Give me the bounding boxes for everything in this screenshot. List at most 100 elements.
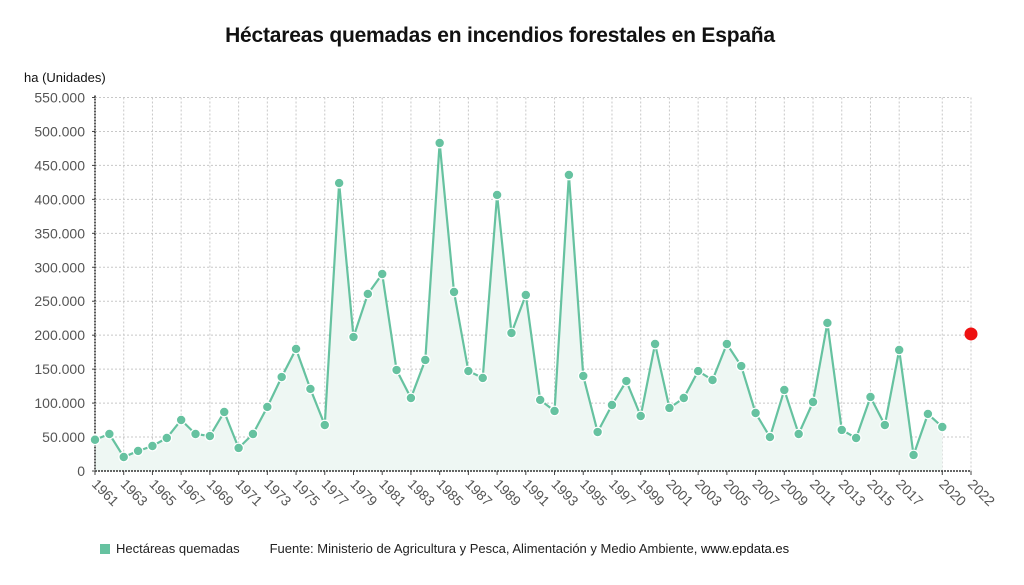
x-tick-label: 1981 [376, 476, 409, 509]
x-tick-labels: 1961196319651967196919711973197519771979… [89, 476, 998, 509]
data-point [506, 327, 517, 339]
x-tick-label: 1977 [319, 476, 352, 509]
data-point [391, 364, 402, 376]
data-point [491, 189, 503, 201]
data-point [462, 365, 474, 377]
data-point [692, 365, 704, 377]
x-tick-label: 1973 [261, 476, 294, 509]
highlight-point [964, 327, 978, 341]
data-points [89, 137, 978, 463]
x-tick-label: 1999 [635, 476, 668, 509]
data-point [664, 402, 675, 414]
data-point [678, 392, 690, 404]
x-tick-label: 1991 [520, 476, 553, 509]
data-point [549, 405, 560, 417]
data-point [735, 360, 747, 372]
x-tick-label: 2017 [893, 476, 926, 509]
data-point [276, 371, 288, 383]
data-point [348, 331, 359, 343]
y-tick-label: 550.000 [34, 90, 85, 106]
data-point [936, 421, 948, 433]
data-point [563, 169, 575, 181]
data-point [793, 428, 805, 440]
x-tick-label: 1963 [118, 476, 151, 509]
y-tick-label: 150.000 [34, 361, 85, 377]
data-point [649, 338, 661, 350]
x-tick-label: 1961 [89, 476, 122, 509]
x-tick-label: 1985 [434, 476, 467, 509]
data-point [434, 137, 446, 149]
data-point [376, 268, 388, 280]
x-tick-label: 2020 [936, 476, 969, 509]
y-tick-label: 500.000 [34, 123, 85, 139]
data-point [606, 399, 618, 411]
data-point [204, 430, 216, 442]
data-point [190, 428, 201, 440]
source-note: Fuente: Ministerio de Agricultura y Pesc… [270, 541, 790, 556]
y-tick-label: 450.000 [34, 157, 85, 173]
y-tick-label: 0 [77, 463, 85, 479]
x-tick-label: 2009 [778, 476, 811, 509]
x-tick-label: 2015 [864, 476, 897, 509]
data-point [908, 449, 919, 461]
x-tick-label: 1969 [204, 476, 237, 509]
data-point [261, 401, 273, 413]
data-point [577, 370, 589, 382]
data-point [707, 374, 718, 386]
data-point [362, 288, 374, 300]
x-tick-label: 2001 [663, 476, 696, 509]
data-point [305, 383, 316, 395]
data-point [922, 408, 934, 420]
y-tick-label: 250.000 [34, 293, 85, 309]
x-tick-label: 1993 [548, 476, 581, 509]
data-point [233, 442, 245, 454]
x-tick-label: 2005 [721, 476, 754, 509]
data-point [448, 286, 460, 298]
legend-swatch [100, 543, 110, 554]
source-site: www.epdata.es [700, 541, 790, 556]
data-point [161, 432, 173, 444]
data-point [218, 406, 230, 418]
x-tick-label: 2013 [836, 476, 869, 509]
data-point [592, 426, 604, 438]
source-text: Fuente: Ministerio de Agricultura y Pesc… [269, 541, 701, 556]
data-point [175, 414, 187, 426]
y-tick-label: 400.000 [34, 191, 85, 207]
data-point [750, 407, 761, 419]
data-point [247, 428, 259, 440]
x-tick-label: 1979 [347, 476, 380, 509]
x-tick-label: 1975 [290, 476, 323, 509]
data-point [419, 354, 431, 366]
y-tick-label: 50.000 [42, 429, 85, 445]
data-point [520, 289, 532, 301]
data-point [89, 434, 101, 446]
data-point [807, 396, 819, 408]
data-point [764, 431, 776, 443]
x-tick-label: 1995 [577, 476, 610, 509]
data-point [132, 445, 144, 457]
series-line [94, 142, 944, 459]
x-tick-label: 2011 [807, 476, 840, 509]
x-tick-label: 1997 [606, 476, 639, 509]
data-point [778, 384, 790, 396]
data-point [319, 419, 331, 431]
y-tick-labels: 0 50.000 100.000 150.000 200.000 250.000 300.0… [34, 90, 85, 480]
data-point [333, 177, 345, 189]
data-point [405, 392, 417, 404]
x-tick-label: 1965 [146, 476, 179, 509]
x-tick-label: 1967 [175, 476, 208, 509]
x-tick-label: 2022 [965, 476, 998, 509]
y-axis-label: ha (Unidades) [24, 70, 106, 85]
y-tick-label: 100.000 [34, 395, 85, 411]
data-point [118, 451, 130, 463]
data-point [721, 338, 733, 350]
area-fill [95, 142, 943, 471]
y-tick-label: 350.000 [34, 225, 85, 241]
data-point [620, 375, 632, 387]
x-tick-label: 1971 [232, 476, 265, 509]
legend: Hectáreas quemadas Fuente: Ministerio de… [100, 541, 789, 556]
axes [92, 95, 972, 475]
data-point [534, 394, 546, 406]
data-point [477, 372, 489, 384]
